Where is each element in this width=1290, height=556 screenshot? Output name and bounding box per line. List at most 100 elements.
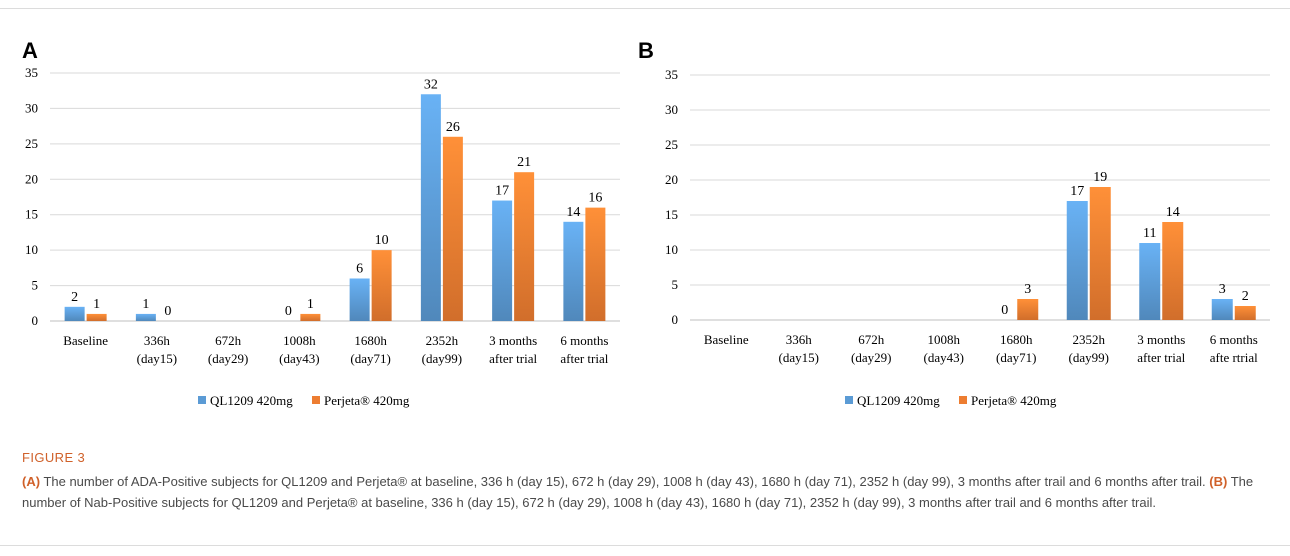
x-tick-label: (day29) — [851, 350, 891, 365]
data-label: 3 — [1219, 282, 1226, 297]
x-tick-label: Baseline — [704, 332, 749, 347]
caption-a-label: (A) — [22, 474, 41, 489]
x-tick-label: (day71) — [350, 351, 390, 366]
data-label: 16 — [588, 191, 602, 206]
y-tick-label: 30 — [665, 102, 678, 117]
caption-a-text: The number of ADA-Positive subjects for … — [43, 474, 1206, 489]
data-label: 10 — [375, 233, 389, 248]
y-tick-label: 35 — [665, 67, 678, 82]
bar-ql1209 — [1211, 299, 1233, 320]
figure-caption: (A) The number of ADA-Positive subjects … — [22, 471, 1272, 513]
bar-ql1209 — [135, 313, 156, 321]
bar-ql1209 — [1139, 243, 1161, 320]
x-tick-label: 1680h — [354, 333, 387, 348]
data-label: 0 — [285, 304, 292, 319]
bar-ql1209 — [1066, 201, 1088, 320]
legend-swatch — [198, 396, 206, 404]
data-label: 0 — [164, 304, 171, 319]
x-tick-label: 336h — [144, 333, 171, 348]
y-tick-label: 5 — [32, 278, 39, 293]
bar-ql1209 — [492, 200, 513, 321]
data-label: 6 — [356, 261, 363, 276]
data-label: 2 — [71, 290, 78, 305]
bar-ql1209 — [349, 278, 370, 321]
bar-perjeta — [585, 207, 606, 321]
x-tick-label: 1680h — [1000, 332, 1033, 347]
data-label: 1 — [307, 297, 314, 312]
y-tick-label: 25 — [25, 136, 38, 151]
y-tick-label: 25 — [665, 137, 678, 152]
x-tick-label: (day99) — [422, 351, 462, 366]
x-tick-label: 336h — [786, 332, 813, 347]
x-tick-label: 1008h — [283, 333, 316, 348]
data-label: 32 — [424, 77, 438, 92]
x-tick-label: (day99) — [1069, 350, 1109, 365]
data-label: 1 — [93, 297, 100, 312]
data-label: 14 — [566, 205, 580, 220]
data-label: 3 — [1024, 282, 1031, 297]
caption-b-label: (B) — [1209, 474, 1228, 489]
bar-perjeta — [1017, 299, 1039, 320]
x-tick-label: 672h — [215, 333, 242, 348]
legend-swatch — [312, 396, 320, 404]
legend-label: QL1209 420mg — [210, 393, 293, 408]
x-tick-label: Baseline — [63, 333, 108, 348]
x-tick-label: 672h — [858, 332, 885, 347]
bar-perjeta — [1234, 306, 1256, 320]
bar-perjeta — [371, 250, 392, 321]
x-tick-label: 2352h — [426, 333, 459, 348]
x-tick-label: 3 months — [489, 333, 537, 348]
data-label: 11 — [1143, 226, 1156, 241]
x-tick-label: after trial — [560, 351, 608, 366]
x-tick-label: 6 months — [560, 333, 608, 348]
panel-a-letter: A — [22, 38, 38, 63]
panel-b-letter: B — [638, 38, 654, 63]
y-tick-label: 15 — [25, 207, 38, 222]
bar-ql1209 — [64, 306, 85, 321]
data-label: 2 — [1242, 289, 1249, 304]
data-label: 1 — [142, 297, 149, 312]
bar-ql1209 — [563, 221, 584, 321]
y-tick-label: 15 — [665, 207, 678, 222]
y-tick-label: 20 — [25, 171, 38, 186]
x-tick-label: 2352h — [1073, 332, 1106, 347]
bar-ql1209 — [420, 94, 441, 321]
x-tick-label: after trial — [1137, 350, 1185, 365]
bar-perjeta — [300, 313, 321, 321]
x-tick-label: (day43) — [924, 350, 964, 365]
y-tick-label: 30 — [25, 100, 38, 115]
y-tick-label: 10 — [665, 242, 678, 257]
y-tick-label: 10 — [25, 242, 38, 257]
x-tick-label: 6 months — [1210, 332, 1258, 347]
legend-swatch — [959, 396, 967, 404]
legend-label: QL1209 420mg — [857, 393, 940, 408]
data-label: 17 — [495, 184, 509, 199]
y-tick-label: 0 — [32, 313, 39, 328]
caption-b-text: The number of Nab-Positive subjects for … — [22, 474, 1254, 510]
y-tick-label: 35 — [25, 65, 38, 80]
bar-perjeta — [86, 313, 107, 321]
figure-frame — [0, 8, 1290, 546]
x-tick-label: after trial — [489, 351, 537, 366]
x-tick-label: (day43) — [279, 351, 319, 366]
data-label: 19 — [1093, 170, 1107, 185]
bar-perjeta — [1089, 187, 1111, 320]
y-tick-label: 0 — [672, 312, 679, 327]
data-label: 14 — [1166, 205, 1180, 220]
x-tick-label: 3 months — [1137, 332, 1185, 347]
data-label: 17 — [1070, 184, 1084, 199]
data-label: 21 — [517, 155, 531, 170]
legend-swatch — [845, 396, 853, 404]
y-tick-label: 5 — [672, 277, 679, 292]
data-label: 26 — [446, 120, 460, 135]
bar-perjeta — [514, 172, 535, 321]
bar-perjeta — [442, 136, 463, 321]
x-tick-label: 1008h — [928, 332, 961, 347]
legend-label: Perjeta® 420mg — [971, 393, 1057, 408]
x-tick-label: (day15) — [137, 351, 177, 366]
data-label: 0 — [1001, 303, 1008, 318]
x-tick-label: (day29) — [208, 351, 248, 366]
figure-title: FIGURE 3 — [22, 450, 86, 465]
x-tick-label: afte rtrial — [1210, 350, 1258, 365]
